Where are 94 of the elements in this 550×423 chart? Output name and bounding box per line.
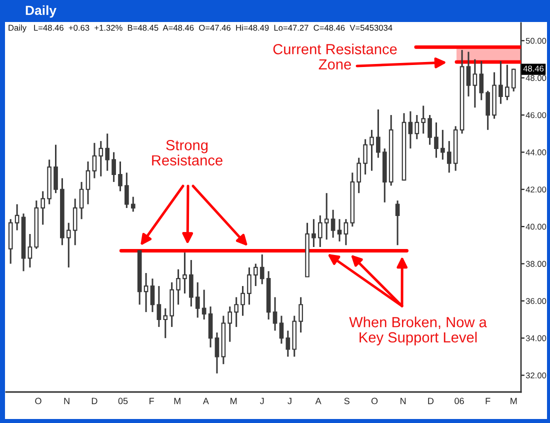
y-tick-label: 46.00	[526, 112, 546, 118]
candlestick	[363, 138, 368, 176]
candlestick	[144, 272, 148, 313]
candlestick	[98, 140, 104, 178]
candlestick	[330, 209, 336, 238]
candlestick	[228, 306, 232, 343]
candlestick	[421, 104, 426, 134]
candlestick	[72, 198, 78, 246]
annotation: Current Resistance Zone	[273, 44, 397, 70]
chart-subtitle: Daily L=48.46 +0.63 +1.32% B=48.45 A=48.46 O=47.46 Hi=48.49 Lo=47.27 C=48.46 V=5453034	[8, 24, 392, 32]
candlestick	[505, 64, 510, 101]
candlestick	[428, 114, 432, 146]
x-tick-label: M	[230, 398, 237, 404]
candlestick	[105, 132, 110, 172]
candlestick	[466, 51, 471, 98]
candlestick	[337, 218, 342, 242]
candlestick	[356, 157, 362, 194]
x-tick-label: S	[344, 398, 350, 404]
candlestick	[234, 296, 238, 328]
candlestick	[254, 262, 258, 287]
x-tick-label: 06	[454, 398, 464, 404]
candlestick	[195, 282, 200, 318]
x-tick-label: O	[371, 398, 378, 404]
candlestick	[66, 222, 71, 268]
x-tick-label: A	[202, 398, 209, 404]
candlestick	[324, 192, 329, 240]
candlestick	[408, 110, 413, 150]
x-tick-label: D	[92, 398, 98, 404]
x-tick-label: 05	[118, 398, 128, 404]
x-tick-label: N	[64, 398, 70, 404]
chart-title: Daily	[26, 5, 56, 18]
candlestick	[92, 142, 97, 179]
candlestick	[130, 196, 136, 212]
candlestick	[434, 122, 438, 159]
candlestick	[79, 181, 84, 220]
x-tick-label: F	[486, 398, 490, 404]
candlestick	[247, 266, 252, 306]
candlestick	[118, 160, 122, 192]
x-tick-label: O	[35, 398, 42, 404]
candlestick	[279, 315, 284, 344]
x-tick-label: F	[150, 398, 154, 404]
y-tick-label: 38.00	[526, 260, 546, 267]
candlestick	[498, 60, 503, 105]
candlestick	[163, 308, 168, 339]
y-tick-label: 34.00	[526, 335, 546, 342]
candlestick	[150, 278, 155, 313]
candlestick	[440, 129, 445, 160]
candlestick	[376, 108, 380, 159]
candlestick	[370, 129, 374, 172]
candlestick	[28, 233, 32, 268]
y-tick-label: 44.00	[526, 149, 546, 156]
x-tick-label: J	[288, 398, 292, 404]
candlestick	[214, 332, 220, 374]
candlestick	[298, 296, 303, 334]
annotation: Strong Resistance	[152, 140, 222, 166]
candlestick	[260, 254, 264, 285]
candlestick	[189, 259, 194, 308]
candlestick	[54, 144, 58, 194]
candlestick	[479, 60, 484, 101]
x-tick-label: M	[510, 398, 517, 404]
y-tick-label: 48.00	[526, 75, 546, 81]
candlestick	[395, 200, 400, 246]
candlestick	[202, 288, 206, 320]
x-tick-label: J	[260, 398, 264, 404]
candlestick	[344, 218, 348, 246]
candlestick	[124, 172, 129, 209]
candlestick	[312, 218, 316, 248]
x-tick-label: N	[400, 398, 406, 404]
candlestick	[182, 252, 187, 294]
y-tick-label: 50.00	[526, 38, 546, 44]
y-tick-label: 32.00	[526, 372, 546, 378]
candlestick	[272, 296, 278, 332]
candlestick	[86, 160, 90, 206]
candlestick	[240, 285, 245, 317]
candlestick	[112, 151, 116, 183]
candlestick	[14, 203, 20, 232]
candlestick	[446, 140, 452, 174]
candlestick	[318, 214, 322, 248]
candlestick	[176, 268, 180, 306]
annotation: When Broken, Now a Key Support Level	[349, 316, 487, 346]
candlestick	[286, 330, 290, 358]
y-tick-label: 40.00	[526, 224, 546, 230]
x-tick-label: M	[174, 398, 180, 404]
candlestick	[414, 114, 420, 140]
x-tick-label: D	[428, 398, 434, 404]
candlestick	[472, 58, 478, 108]
y-tick-label: 36.00	[526, 298, 546, 304]
y-tick-label: 42.00	[526, 186, 546, 192]
candlestick	[40, 190, 46, 226]
x-tick-label: A	[315, 398, 322, 404]
candlestick	[486, 90, 490, 131]
candlestick	[156, 285, 162, 328]
candlestick	[511, 68, 516, 92]
annotation: 48.46	[523, 66, 544, 72]
